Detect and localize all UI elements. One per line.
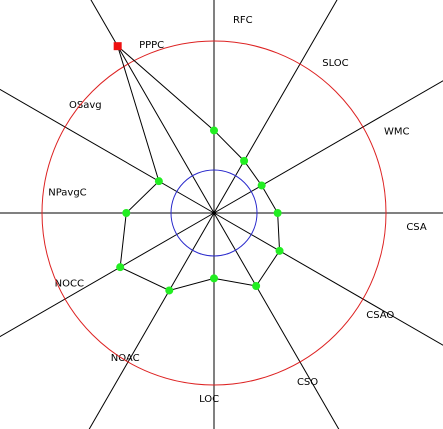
axis-line bbox=[213, 212, 340, 429]
value-polygon bbox=[116, 44, 281, 291]
axis-label: CSAO bbox=[366, 310, 394, 321]
axis-label: RFC bbox=[233, 15, 253, 26]
axis-label: NOAC bbox=[111, 353, 140, 364]
data-point bbox=[210, 126, 218, 135]
axis-label: OSavg bbox=[69, 100, 102, 111]
axis-line bbox=[90, 0, 215, 214]
axis-line bbox=[0, 212, 215, 338]
outlier-point bbox=[113, 42, 122, 51]
data-point bbox=[273, 209, 282, 217]
axis-label: CSA bbox=[406, 222, 427, 233]
axis-label: NPavgC bbox=[48, 187, 86, 198]
axis-label: WMC bbox=[384, 127, 410, 138]
data-point bbox=[210, 274, 218, 283]
threshold-circle bbox=[41, 40, 387, 386]
axis-line bbox=[213, 212, 443, 346]
data-point bbox=[165, 286, 174, 295]
axis-label: NOCC bbox=[55, 279, 84, 290]
data-point bbox=[122, 209, 131, 217]
axis-label: SLOC bbox=[322, 58, 348, 69]
axis-label: CSO bbox=[297, 377, 318, 388]
data-point bbox=[240, 156, 249, 165]
axis-label: LOC bbox=[199, 394, 219, 405]
axis-label: PPPC bbox=[139, 40, 164, 51]
axis-line bbox=[0, 88, 215, 214]
data-point bbox=[257, 181, 266, 190]
axis-line bbox=[88, 212, 215, 429]
axis-line bbox=[213, 0, 338, 214]
data-point bbox=[116, 263, 125, 272]
data-point bbox=[275, 246, 284, 255]
data-point bbox=[154, 177, 163, 186]
threshold-circle bbox=[170, 169, 258, 257]
data-point bbox=[252, 281, 261, 290]
